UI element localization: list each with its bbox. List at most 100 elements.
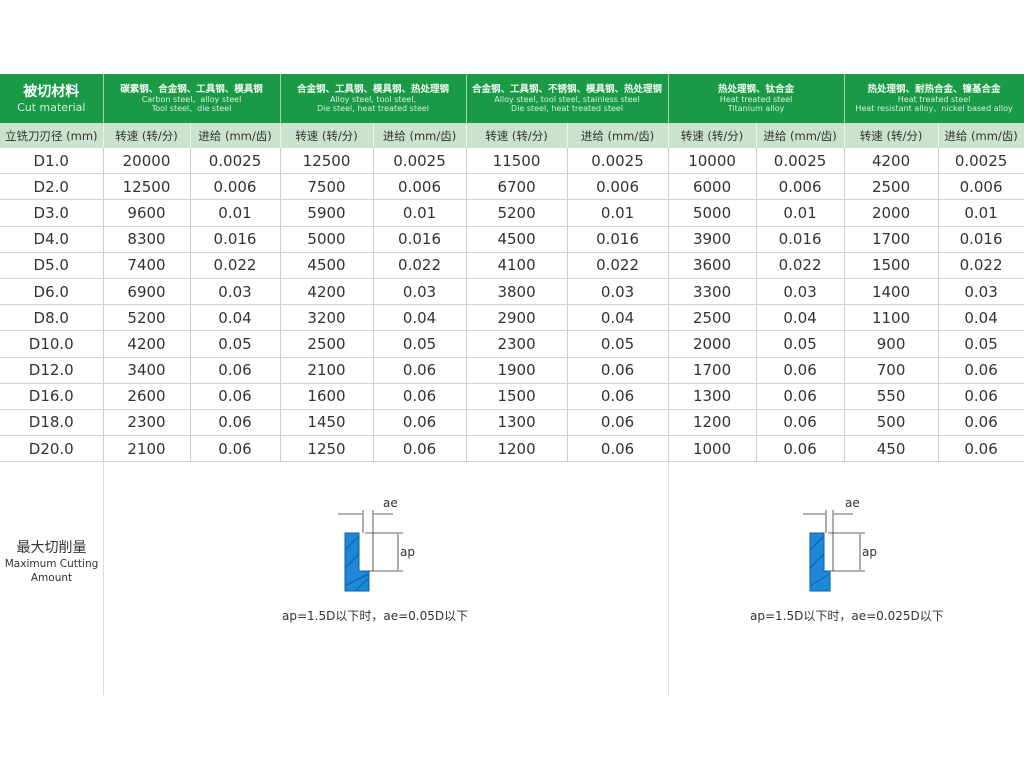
feed-cell: 0.006 (756, 173, 845, 201)
speed-cell: 1100 (844, 304, 939, 332)
group-en1: Carbon steel、alloy steel (141, 95, 242, 104)
speed-cell: 5000 (668, 199, 757, 227)
speed-cell: 1200 (668, 409, 757, 437)
speed-cell: 2000 (668, 330, 757, 358)
speed-cell: 2500 (844, 173, 939, 201)
speed-cell: 7500 (280, 173, 374, 201)
feed-header: 进给 (mm/齿) (756, 123, 845, 148)
feed-cell: 0.0025 (938, 148, 1024, 175)
speed-cell: 700 (844, 357, 939, 384)
diameter-cell: D8.0 (0, 304, 104, 332)
feed-cell: 0.06 (373, 409, 467, 437)
diameter-cell: D16.0 (0, 383, 104, 410)
feed-cell: 0.06 (756, 409, 845, 437)
cut-material-en: Cut material (17, 100, 86, 114)
feed-cell: 0.06 (938, 357, 1024, 384)
feed-cell: 0.03 (938, 278, 1024, 306)
feed-cell: 0.05 (756, 330, 845, 358)
speed-cell: 3800 (466, 278, 568, 306)
speed-cell: 6000 (668, 173, 757, 201)
speed-cell: 4200 (280, 278, 374, 306)
table-row: D10.0 4200 0.05 2500 0.05 2300 0.05 2000 0.05 900… (0, 330, 1024, 358)
feed-cell: 0.01 (938, 199, 1024, 227)
speed-cell: 2100 (103, 435, 191, 463)
speed-cell: 1250 (280, 435, 374, 463)
speed-cell: 1450 (280, 409, 374, 437)
speed-cell: 10000 (668, 148, 757, 175)
table-row: D4.0 8300 0.016 5000 0.016 4500 0.016 3900 0.016… (0, 226, 1024, 253)
feed-cell: 0.022 (373, 252, 467, 279)
speed-cell: 4200 (844, 148, 939, 175)
formula-left: ap=1.5D以下时，ae=0.05D以下 (282, 609, 469, 623)
speed-cell: 4500 (466, 226, 568, 253)
diameter-cell: D12.0 (0, 357, 104, 384)
speed-cell: 450 (844, 435, 939, 463)
feed-cell: 0.06 (938, 409, 1024, 437)
feed-cell: 0.016 (756, 226, 845, 253)
feed-cell: 0.06 (938, 435, 1024, 463)
feed-cell: 0.0025 (756, 148, 845, 175)
feed-cell: 0.006 (190, 173, 281, 201)
diameter-cell: D6.0 (0, 278, 104, 306)
group-zh: 合金钢、工具钢、模具钢、热处理钢 (297, 84, 450, 95)
speed-cell: 1300 (466, 409, 568, 437)
speed-cell: 1000 (668, 435, 757, 463)
speed-cell: 2100 (280, 357, 374, 384)
feed-cell: 0.06 (756, 435, 845, 463)
speed-cell: 900 (844, 330, 939, 358)
speed-cell: 2900 (466, 304, 568, 332)
speed-cell: 9600 (103, 199, 191, 227)
speed-cell: 1700 (668, 357, 757, 384)
speed-cell: 550 (844, 383, 939, 410)
cut-material-header: 被切材料 Cut material (0, 74, 104, 123)
feed-cell: 0.022 (756, 252, 845, 279)
feed-cell: 0.022 (190, 252, 281, 279)
feed-cell: 0.0025 (190, 148, 281, 175)
speed-header: 转速 (转/分) (103, 123, 191, 148)
table-row: D5.0 7400 0.022 4500 0.022 4100 0.022 3600 0.022… (0, 252, 1024, 279)
cut-material-zh: 被切材料 (23, 83, 80, 100)
feed-cell: 0.03 (567, 278, 669, 306)
ap-label: ap (400, 545, 415, 559)
diameter-cell: D18.0 (0, 409, 104, 437)
speed-cell: 5000 (280, 226, 374, 253)
group-zh: 热处理钢、耐热合金、镍基合金 (867, 84, 1001, 95)
speed-cell: 1500 (466, 383, 568, 410)
speed-cell: 2000 (844, 199, 939, 227)
speed-cell: 20000 (103, 148, 191, 175)
feed-cell: 0.06 (756, 357, 845, 384)
group-en2: Titanium alloy (727, 104, 785, 113)
feed-cell: 0.01 (190, 199, 281, 227)
feed-cell: 0.06 (567, 357, 669, 384)
speed-header: 转速 (转/分) (844, 123, 939, 148)
diameter-cell: D5.0 (0, 252, 104, 279)
feed-cell: 0.03 (373, 278, 467, 306)
feed-cell: 0.0025 (567, 148, 669, 175)
table-row: D20.0 2100 0.06 1250 0.06 1200 0.06 1000 0.06 450… (0, 435, 1024, 463)
ap-label: ap (862, 545, 877, 559)
feed-cell: 0.04 (756, 304, 845, 332)
feed-header: 进给 (mm/齿) (938, 123, 1024, 148)
subheader-row: 立铣刀刃径 (mm) 转速 (转/分) 进给 (mm/齿) 转速 (转/分) 进给 … (0, 123, 1024, 148)
table-row: D12.0 3400 0.06 2100 0.06 1900 0.06 1700 0.06 700… (0, 357, 1024, 384)
speed-header: 转速 (转/分) (280, 123, 374, 148)
group-zh: 合金钢、工具钢、不锈钢、模具钢、热处理钢 (472, 84, 663, 95)
feed-cell: 0.06 (373, 357, 467, 384)
material-group-header: 合金钢、工具钢、模具钢、热处理钢 Alloy steel, tool steel,… (280, 74, 467, 123)
speed-cell: 3600 (668, 252, 757, 279)
speed-cell: 4200 (103, 330, 191, 358)
speed-cell: 5900 (280, 199, 374, 227)
feed-cell: 0.016 (373, 226, 467, 253)
table-row: D8.0 5200 0.04 3200 0.04 2900 0.04 2500 0.04 1100… (0, 304, 1024, 332)
feed-cell: 0.006 (938, 173, 1024, 201)
feed-cell: 0.01 (373, 199, 467, 227)
feed-cell: 0.022 (938, 252, 1024, 279)
diameter-cell: D1.0 (0, 148, 104, 175)
speed-cell: 4500 (280, 252, 374, 279)
material-group-header: 热处理钢、钛合金 Heat treated steel Titanium alloy (668, 74, 845, 123)
feed-cell: 0.04 (938, 304, 1024, 332)
speed-cell: 5200 (466, 199, 568, 227)
speed-cell: 500 (844, 409, 939, 437)
speed-cell: 1900 (466, 357, 568, 384)
feed-cell: 0.05 (373, 330, 467, 358)
